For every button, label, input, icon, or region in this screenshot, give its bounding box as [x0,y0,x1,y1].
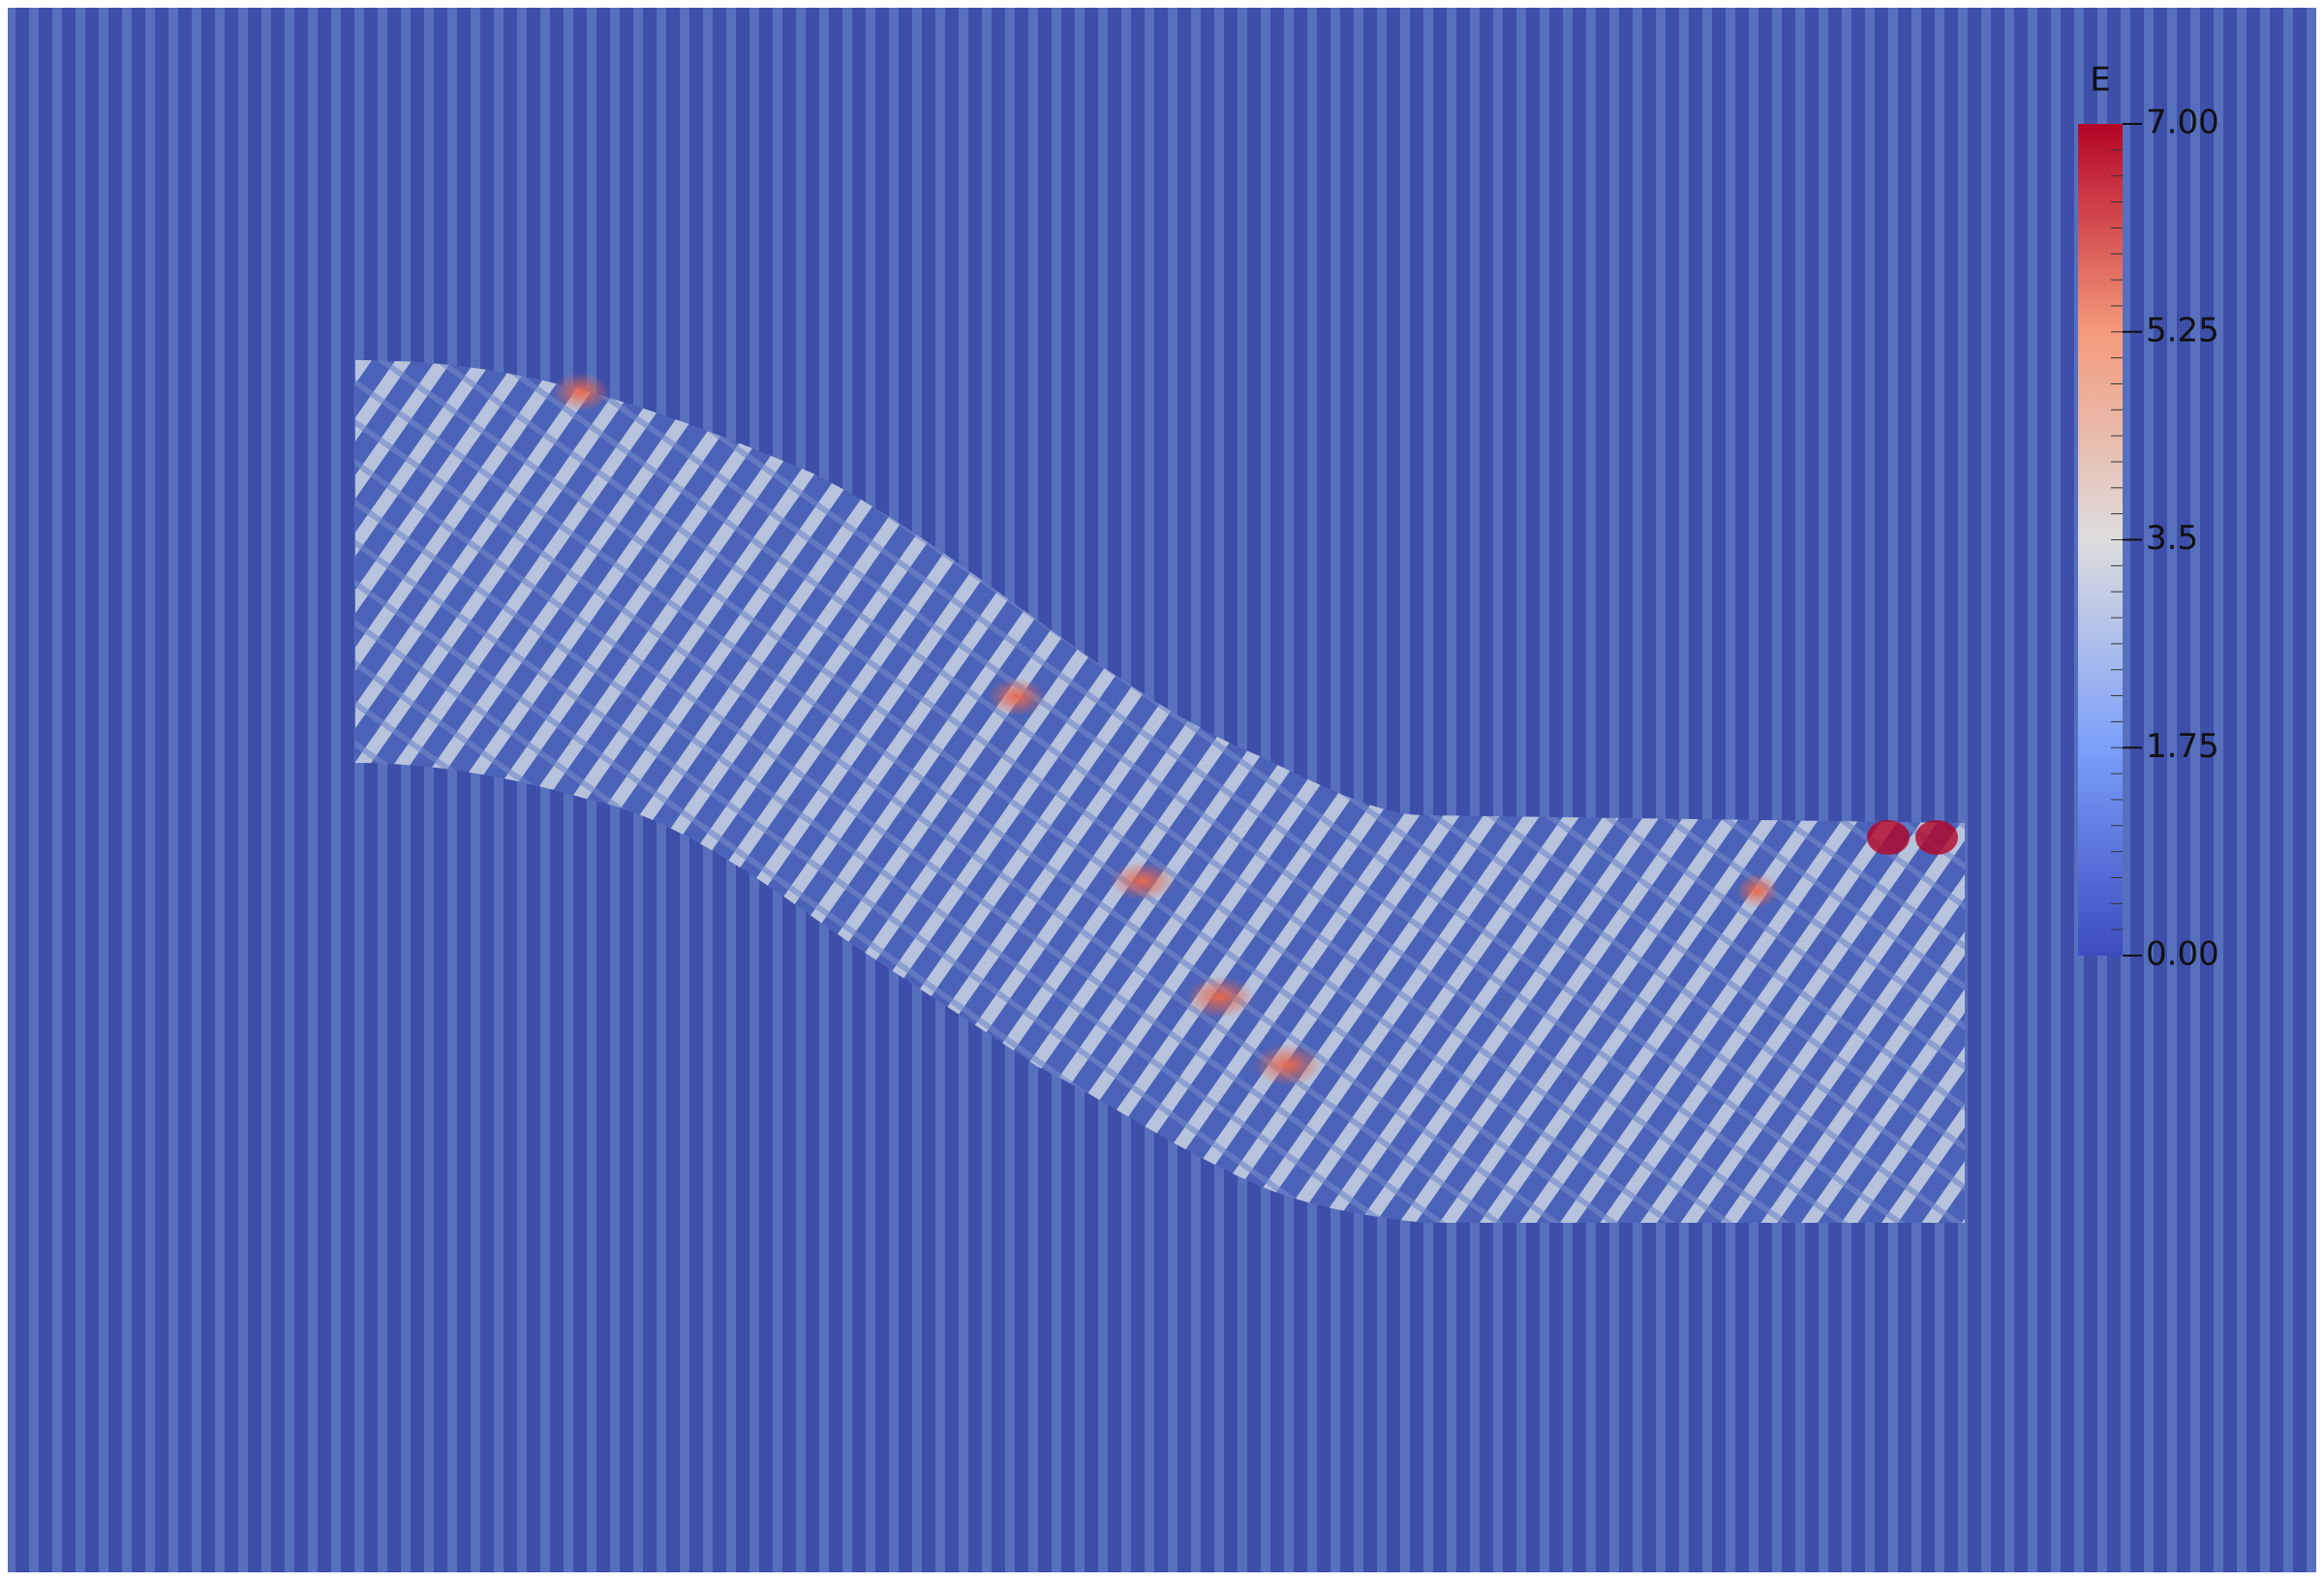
color-legend: E 7.00 5.25 3.5 1.75 0.00 [2078,61,2219,974]
colorbar-tick-label: 3.5 [2146,519,2198,558]
colorbar-tick-label: 0.00 [2146,935,2219,974]
colorbar-tick-label: 1.75 [2146,727,2219,766]
hotspots [552,373,1958,1086]
colorbar-tick-label: 5.25 [2146,311,2219,350]
waveguide [355,360,1965,1223]
colorbar-tick-label: 7.00 [2146,104,2219,142]
colorbar-title: E [2090,61,2110,100]
